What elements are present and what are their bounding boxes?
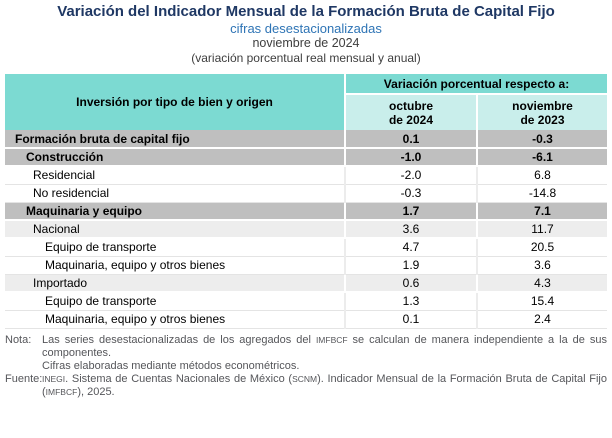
row-value-monthly: 3.6 [344,220,477,239]
column-header-october-line1: octubre [388,98,433,113]
note-label: Nota: [5,333,32,346]
source-paragraph: INEGI. Sistema de Cuentas Nacionales de … [42,373,607,399]
acronym-inegi: INEGI [42,373,66,384]
footnotes: Nota: Las series desestacionalizadas de … [5,334,607,399]
source-row: Fuente: INEGI. Sistema de Cuentas Nacion… [5,373,607,399]
acronym-imfbcf: IMFBCF [315,334,348,345]
table-row-group: Maquinaria y equipo 1.7 7.1 [5,202,607,221]
note-body: Las series desestacionalizadas de los ag… [42,334,607,373]
row-label: Residencial [5,166,345,185]
row-label: Maquinaria y equipo [5,202,345,221]
acronym-scnm: SCNM [292,373,318,384]
unit-note: (variación porcentual real mensual y anu… [191,51,421,65]
row-value-annual: -14.8 [476,184,607,203]
row-value-annual: 3.6 [476,256,607,275]
row-value-annual: 20.5 [476,238,607,257]
page-title: Variación del Indicador Mensual de la Fo… [57,3,555,20]
table-row: Equipo de transporte 4.7 20.5 [5,238,607,257]
column-header-october-line2: de 2024 [388,112,434,127]
row-value-monthly: 0.1 [344,130,477,149]
table-row-subgroup: Importado 0.6 4.3 [5,274,607,293]
note-paragraph-1: Las series desestacionalizadas de los ag… [42,334,607,360]
column-header-span: Variación porcentual respecto a: [344,74,607,95]
row-value-annual: -0.3 [476,130,607,149]
table-row: Maquinaria, equipo y otros bienes 1.9 3.… [5,256,607,275]
table-row: Equipo de transporte 1.3 15.4 [5,292,607,311]
row-value-monthly: 1.9 [344,256,477,275]
source-label: Fuente: [5,372,43,385]
table-header-row-1: Inversión por tipo de bien y origen Vari… [5,74,607,130]
column-header-category: Inversión por tipo de bien y origen [5,74,345,130]
page-subtitle: cifras desestacionalizadas [230,21,382,36]
source-text: ), 2025. [77,385,115,398]
report-period: noviembre de 2024 [252,36,360,50]
row-value-monthly: -0.3 [344,184,477,203]
table-header-row-2: octubre de 2024 noviembre de 2023 [5,94,607,130]
row-value-monthly: 0.1 [344,310,477,329]
table-row-group: Construcción -1.0 -6.1 [5,148,607,167]
row-value-annual: 2.4 [476,310,607,329]
row-value-annual: 6.8 [476,166,607,185]
row-label: Maquinaria, equipo y otros bienes [5,310,345,329]
title-block: Variación del Indicador Mensual de la Fo… [0,0,612,65]
table-row: Maquinaria, equipo y otros bienes 0.1 2.… [5,310,607,329]
row-value-monthly: -2.0 [344,166,477,185]
row-value-monthly: 1.3 [344,292,477,311]
note-text: Las series desestacionalizadas de los ag… [42,333,316,346]
row-label: Maquinaria, equipo y otros bienes [5,256,345,275]
row-value-annual: 7.1 [476,202,607,221]
row-value-annual: 15.4 [476,292,607,311]
note-row: Nota: Las series desestacionalizadas de … [5,334,607,373]
source-text: ). Indicador Mensual de la Formación Bru… [42,372,607,398]
row-label: Nacional [5,220,345,239]
row-value-annual: 4.3 [476,274,607,293]
row-label: Equipo de transporte [5,238,345,257]
column-header-november-line2: de 2023 [520,112,565,127]
table-row: Residencial -2.0 6.8 [5,166,607,185]
row-label: Construcción [5,148,345,167]
column-header-october: octubre de 2024 [344,94,477,130]
table-row: No residencial -0.3 -14.8 [5,184,607,203]
acronym-imfbcf: IMFBCF [45,386,78,397]
column-header-november-line1: noviembre [512,98,573,113]
note-text: se calculan de manera independiente a la… [42,333,608,359]
table-row-subgroup: Nacional 3.6 11.7 [5,220,607,239]
column-header-november: noviembre de 2023 [476,94,607,130]
source-body: INEGI. Sistema de Cuentas Nacionales de … [42,373,607,399]
row-label: Formación bruta de capital fijo [5,130,345,149]
note-paragraph-2: Cifras elaboradas mediante métodos econo… [42,359,300,372]
row-label: Importado [5,274,345,293]
row-value-monthly: -1.0 [344,148,477,167]
table-row-total: Formación bruta de capital fijo 0.1 -0.3 [5,130,607,149]
source-text: . Sistema de Cuentas Nacionales de Méxic… [65,372,293,385]
row-value-annual: -6.1 [476,148,607,167]
row-label: No residencial [5,184,345,203]
row-value-annual: 11.7 [476,220,607,239]
row-value-monthly: 1.7 [344,202,477,221]
row-label: Equipo de transporte [5,292,345,311]
statistics-table: Inversión por tipo de bien y origen Vari… [5,74,607,329]
row-value-monthly: 4.7 [344,238,477,257]
row-value-monthly: 0.6 [344,274,477,293]
